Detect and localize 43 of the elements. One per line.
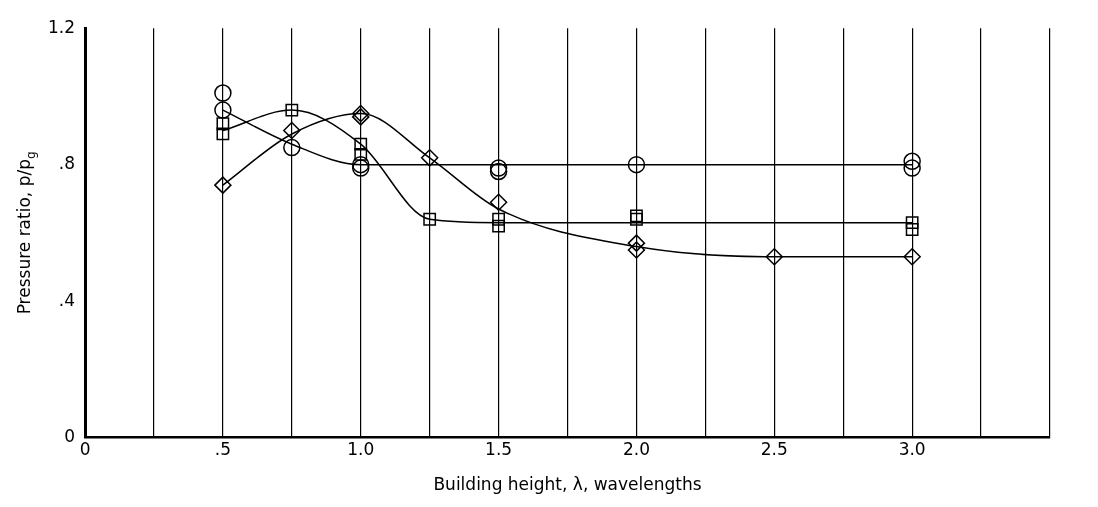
point (905, 216, 919, 230)
point (351, 155, 370, 174)
point (283, 138, 301, 157)
point (489, 193, 508, 211)
point (354, 148, 368, 161)
point (627, 234, 646, 252)
point (351, 159, 370, 177)
point (214, 84, 232, 102)
point (492, 212, 505, 226)
x-tick-label: 1.0 (347, 439, 375, 460)
point (627, 155, 646, 174)
point (765, 248, 784, 266)
y-tick-label: .4 (58, 289, 76, 310)
point (903, 248, 921, 266)
y-tick-label: 0 (64, 426, 76, 447)
y-axis-title: Pressure ratio, p/pg (14, 151, 39, 315)
point (905, 223, 919, 236)
point (489, 162, 508, 181)
x-tick-label: 2.5 (760, 439, 788, 460)
point (489, 159, 508, 177)
x-axis-title: Building height, λ, wavelengths (433, 473, 702, 494)
point (216, 117, 230, 131)
point (903, 152, 921, 171)
point (351, 108, 370, 126)
point (351, 104, 370, 123)
point (354, 137, 368, 151)
point (285, 103, 299, 117)
x-tick-label: 2.0 (622, 439, 650, 460)
y-tick-label: 1.2 (47, 16, 76, 37)
point (903, 159, 921, 177)
point (420, 149, 439, 167)
x-tick-label: 3.0 (898, 439, 926, 460)
point (214, 176, 232, 194)
point (283, 121, 301, 140)
point (214, 101, 232, 119)
point (216, 127, 230, 141)
y-tick-label: .8 (58, 153, 76, 174)
point (492, 219, 505, 233)
x-tick-label: 0 (79, 439, 91, 460)
point (627, 241, 646, 259)
point (423, 212, 437, 226)
x-tick-label: .5 (214, 439, 231, 460)
x-tick-label: 1.5 (485, 439, 513, 460)
